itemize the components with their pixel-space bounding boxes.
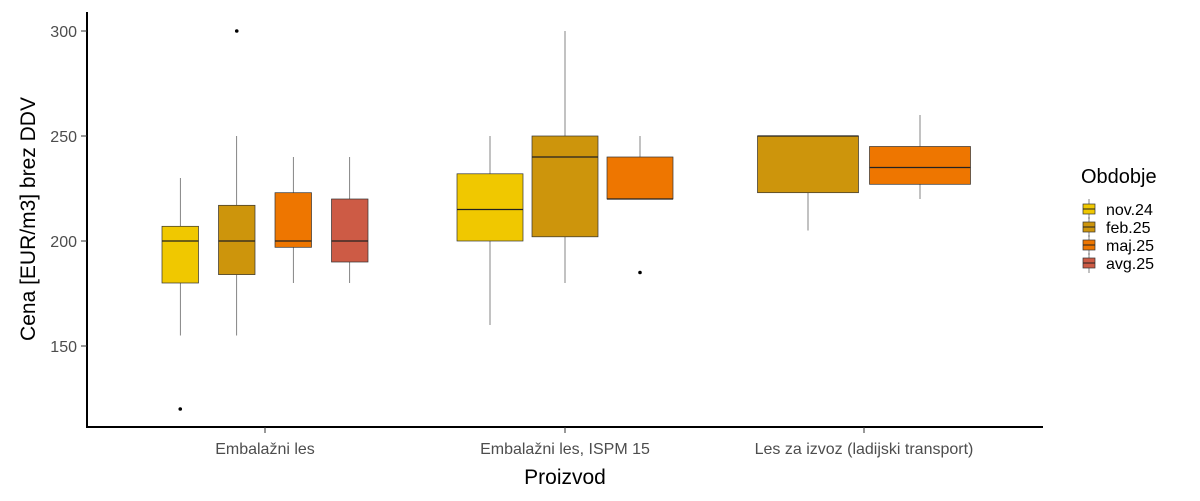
y-ticks: 150 200 250 300 <box>50 24 87 356</box>
x-tick-label: Embalažni les, ISPM 15 <box>480 441 650 458</box>
box-body <box>757 135 859 194</box>
box-body <box>331 198 369 263</box>
outlier-point <box>178 407 183 411</box>
box-body <box>274 192 312 248</box>
y-axis-title: Cena [EUR/m3] brez DDV <box>17 97 40 341</box>
legend-key-nov.24 <box>1082 199 1096 219</box>
box-feb.25 <box>218 29 256 336</box>
legend-label: avg.25 <box>1106 256 1154 273</box>
box-avg.25 <box>331 157 369 283</box>
outlier-point <box>638 270 642 275</box>
box-body <box>456 173 524 242</box>
box-nov.24 <box>161 178 199 411</box>
box-body <box>218 204 256 275</box>
box-nov.24 <box>456 136 524 325</box>
legend-key-feb.25 <box>1082 217 1096 237</box>
box-feb.25 <box>531 31 599 283</box>
legend-key-maj.25 <box>1082 235 1096 255</box>
box-body <box>869 146 971 185</box>
box-body <box>606 156 674 200</box>
boxes-layer <box>161 29 971 411</box>
y-tick-label: 250 <box>50 129 77 146</box>
y-tick-label: 150 <box>50 339 77 356</box>
box-maj.25 <box>274 157 312 283</box>
x-axis-title: Proizvod <box>524 466 606 489</box>
box-body <box>161 225 199 284</box>
y-tick-label: 200 <box>50 234 77 251</box>
x-tick-label: Embalažni les <box>215 441 315 458</box>
box-maj.25 <box>606 136 674 275</box>
x-ticks: Embalažni les Embalažni les, ISPM 15 Les z… <box>215 427 973 458</box>
outlier-point <box>234 29 239 33</box>
box-feb.25 <box>757 135 859 231</box>
legend-label: nov.24 <box>1106 202 1153 219</box>
y-tick-label: 300 <box>50 24 77 41</box>
box-maj.25 <box>869 115 971 199</box>
x-tick-label: Les za izvoz (ladijski transport) <box>755 441 974 458</box>
legend-title: Obdobje <box>1081 166 1157 188</box>
legend-key-avg.25 <box>1082 253 1096 273</box>
legend-label: maj.25 <box>1106 238 1154 255</box>
legend-label: feb.25 <box>1106 220 1151 237</box>
box-body <box>531 135 599 238</box>
